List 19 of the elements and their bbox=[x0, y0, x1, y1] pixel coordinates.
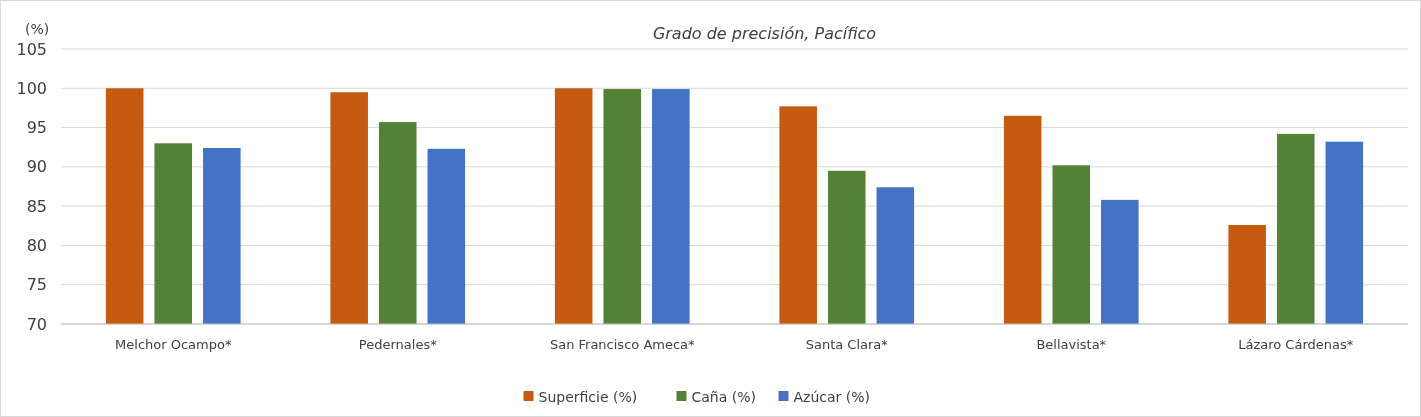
x-tick-label: Lázaro Cárdenas* bbox=[1238, 337, 1354, 352]
x-tick-label: San Francisco Ameca* bbox=[549, 337, 696, 352]
x-tick-label: Bellavista* bbox=[1036, 337, 1107, 352]
y-tick-label: 70 bbox=[26, 314, 47, 334]
x-tick-label: Santa Clara* bbox=[805, 337, 889, 352]
y-tick-label: 100 bbox=[16, 78, 47, 98]
y-tick-label: 85 bbox=[26, 196, 47, 216]
y-tick-label: 80 bbox=[26, 236, 47, 256]
legend-label: Azúcar (%) bbox=[793, 388, 871, 405]
y-tick-label: 95 bbox=[26, 118, 47, 138]
y-axis-title: (%) bbox=[25, 21, 50, 37]
x-tick-label: Melchor Ocampo* bbox=[115, 337, 232, 352]
chart-title: Grado de precisión, Pacífico bbox=[652, 24, 877, 43]
y-tick-label: 90 bbox=[26, 157, 47, 177]
legend-label: Caña (%) bbox=[691, 388, 756, 405]
y-tick-label: 105 bbox=[16, 39, 47, 59]
legend-label: Superficie (%) bbox=[538, 388, 638, 405]
y-tick-label: 75 bbox=[26, 275, 47, 295]
x-tick-label: Pedernales* bbox=[358, 337, 438, 352]
